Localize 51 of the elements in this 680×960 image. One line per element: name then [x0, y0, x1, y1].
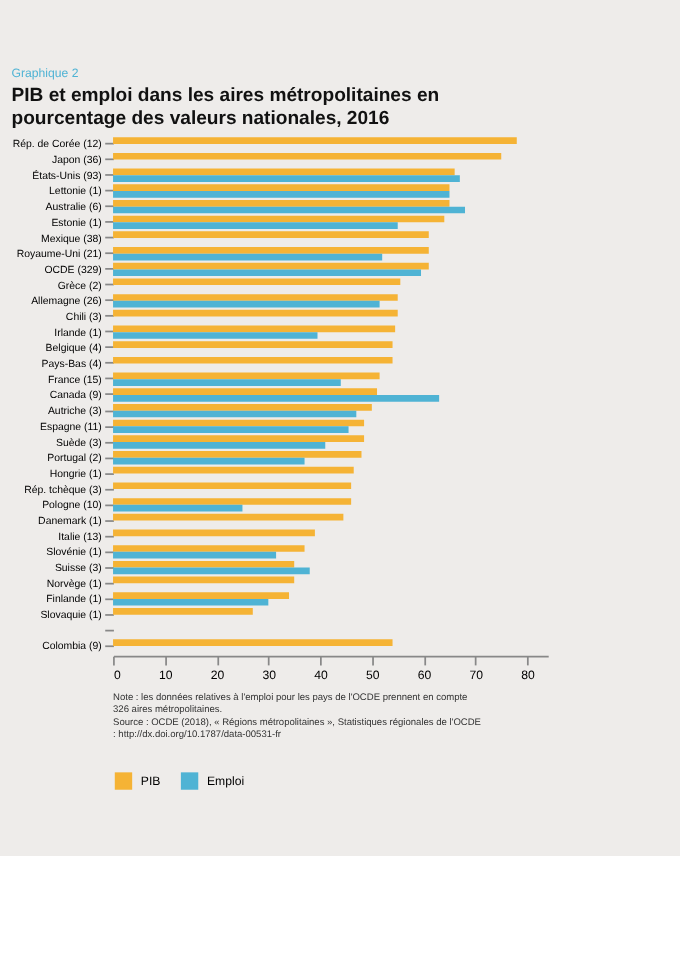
bar — [113, 451, 362, 458]
bar — [113, 247, 429, 254]
bar — [113, 137, 517, 144]
bar — [113, 410, 357, 418]
bar — [113, 278, 401, 286]
bar — [113, 199, 450, 207]
bar — [113, 356, 393, 364]
bar — [113, 426, 349, 434]
bar — [113, 152, 502, 160]
bar — [113, 551, 277, 559]
bar — [113, 560, 295, 568]
bar — [113, 607, 253, 615]
bar — [113, 175, 460, 182]
bar — [113, 567, 310, 575]
bar — [113, 309, 398, 317]
bar — [113, 332, 318, 339]
bar — [113, 482, 352, 490]
bar — [113, 184, 450, 191]
bar — [113, 222, 398, 230]
bar — [113, 325, 396, 333]
bar — [113, 215, 445, 223]
bar — [113, 457, 305, 465]
bar — [113, 269, 422, 277]
bar — [113, 341, 393, 348]
bar — [113, 576, 295, 584]
bar — [113, 253, 383, 261]
bar — [113, 419, 365, 427]
bar — [113, 190, 450, 198]
bar — [113, 529, 315, 537]
bar — [113, 379, 341, 386]
bar — [113, 206, 466, 214]
bar — [113, 231, 429, 239]
bar — [113, 403, 372, 411]
bar — [113, 388, 378, 395]
bar — [113, 372, 380, 380]
bar — [113, 394, 440, 402]
bar — [113, 504, 243, 512]
bar — [113, 466, 354, 474]
bar — [113, 442, 326, 449]
bar — [113, 513, 344, 521]
chart-title: PIB et emploi dans les aires métropolitaines en pourcentage des valeurs nationales, 2016 — [11, 85, 440, 130]
bar — [113, 545, 305, 552]
bar — [113, 168, 455, 176]
bar — [113, 639, 393, 647]
bar — [113, 498, 352, 505]
bar — [113, 598, 269, 606]
bar — [113, 262, 429, 270]
bar — [113, 435, 365, 443]
bar — [113, 300, 380, 308]
bar — [113, 294, 398, 301]
bar — [113, 592, 290, 599]
